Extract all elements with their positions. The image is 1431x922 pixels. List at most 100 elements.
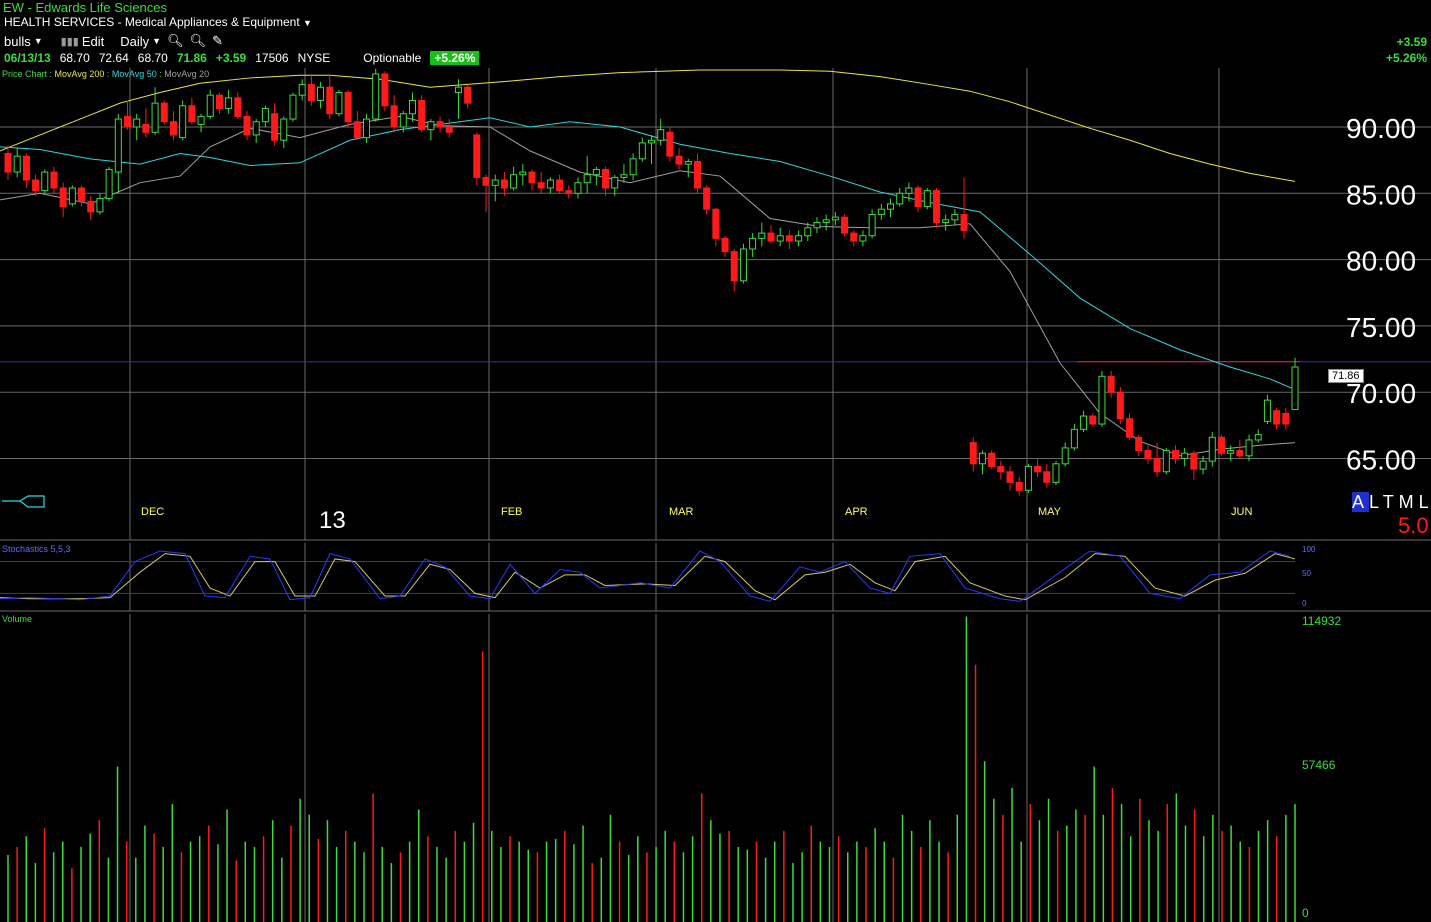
year-label: 13 (319, 507, 346, 534)
candle-body (243, 115, 251, 136)
candle-body (22, 155, 30, 181)
y-tick-label: 65.00 (1346, 445, 1416, 476)
candle-body (831, 216, 839, 221)
optionable-label: Optionable (363, 51, 422, 65)
candle-body (795, 235, 803, 242)
candle-body (261, 107, 269, 123)
candle-body (1162, 450, 1170, 473)
candle-body (280, 118, 288, 141)
candle-body (537, 182, 545, 189)
quote-date: 06/13/13 (4, 51, 51, 65)
candle-body (188, 105, 196, 123)
candle-body (225, 97, 233, 109)
industry-selector[interactable]: HEALTH SERVICES - Medical Appliances & E… (4, 15, 312, 29)
candle-body (1043, 471, 1051, 483)
candle-body (960, 214, 968, 231)
candle-body (1245, 439, 1253, 457)
candle-body (41, 171, 49, 192)
candle-body (1080, 415, 1088, 430)
candle-body (418, 99, 426, 131)
zoom-out-icon[interactable]: 🔍︎ (189, 33, 207, 48)
legend-ma20[interactable]: MovAvg 20 (164, 69, 210, 79)
candle-body (32, 179, 40, 192)
candle-body (776, 235, 784, 242)
edit-button[interactable]: ▮▮▮ Edit (61, 34, 105, 49)
y-tick-label: 80.00 (1346, 246, 1416, 277)
candle-body (749, 237, 757, 250)
list-dropdown[interactable]: bulls ▼ (4, 34, 43, 49)
candle-body (602, 168, 610, 189)
candle-body (372, 73, 380, 120)
y-tick-label: 90.00 (1346, 113, 1416, 144)
candle-body (252, 121, 260, 136)
candle-body (1199, 460, 1207, 470)
candle-body (822, 219, 830, 223)
candle-body (133, 118, 141, 128)
candle-body (813, 221, 821, 229)
candle-body (13, 155, 21, 173)
candle-body (142, 123, 150, 133)
candle-body (1190, 452, 1198, 470)
pct-change-badge: +5.26% (430, 51, 480, 65)
candle-body (464, 86, 472, 104)
x-tick-label: JUN (1231, 506, 1252, 518)
candle-body (206, 94, 214, 117)
chevron-down-icon: ▼ (33, 36, 43, 46)
candle-body (50, 171, 58, 189)
quote-high: 72.64 (98, 51, 129, 65)
candle-body (381, 73, 389, 107)
legend-ma200[interactable]: MovAvg 200 (54, 69, 105, 79)
candle-body (179, 105, 187, 139)
zoom-in-icon[interactable]: 🔍︎ (167, 33, 184, 48)
legend-ma50[interactable]: MovAvg 50 (111, 69, 157, 79)
stoch-tick-0: 0 (1302, 599, 1307, 608)
candle-body (105, 168, 113, 200)
quote-open: 68.70 (59, 51, 90, 65)
candle-body (234, 97, 242, 117)
candle-body (271, 113, 279, 141)
list-label: bulls (4, 33, 31, 49)
x-tick-label: FEB (501, 506, 522, 518)
stoch-k-line (0, 550, 1291, 602)
candle-body (611, 176, 619, 189)
candle-body (298, 84, 306, 96)
candle-body (712, 208, 720, 239)
draw-pen-icon[interactable]: ✎ (212, 33, 224, 48)
candle-body (1116, 391, 1124, 420)
candle-body (436, 121, 444, 128)
candle-body (445, 126, 453, 133)
industry-label: HEALTH SERVICES - Medical Appliances & E… (4, 15, 300, 29)
candle-body (1181, 452, 1189, 460)
candle-body (1107, 375, 1115, 393)
candle-body (629, 158, 637, 176)
candle-body (335, 92, 343, 115)
chart-legend: Price Chart : MovAvg 200 : MovAvg 50 : M… (2, 69, 210, 79)
stochastics-title: Stochastics 5,5,3 (2, 544, 71, 554)
candle-body (638, 142, 646, 160)
period-dropdown[interactable]: Daily ▼ (120, 34, 161, 49)
candle-body (1291, 366, 1299, 410)
quote-close: 71.86 (176, 51, 207, 65)
candle-body (969, 442, 977, 465)
volume-max-label: 114932 (1302, 614, 1342, 628)
candle-body (997, 465, 1005, 473)
chart-toolbar: bulls ▼ ▮▮▮ Edit Daily ▼ 🔍︎ 🔍︎ ✎ (4, 33, 223, 49)
candle-body (859, 235, 867, 242)
candle-body (114, 118, 122, 173)
candle-body (1153, 458, 1161, 473)
candle-body (399, 113, 407, 128)
candle-body (1126, 418, 1134, 438)
candle-body (1254, 434, 1262, 441)
candle-body (344, 92, 352, 123)
candle-body (1015, 481, 1023, 491)
candle-body (1135, 436, 1143, 452)
candle-body (408, 99, 416, 115)
candle-body (1070, 428, 1078, 449)
candle-body (160, 102, 168, 123)
corner-pct: +5.26% (1385, 51, 1427, 65)
candle-body (1024, 465, 1032, 491)
candle-body (68, 187, 76, 205)
candle-body (767, 232, 775, 242)
candle-body (124, 115, 132, 128)
